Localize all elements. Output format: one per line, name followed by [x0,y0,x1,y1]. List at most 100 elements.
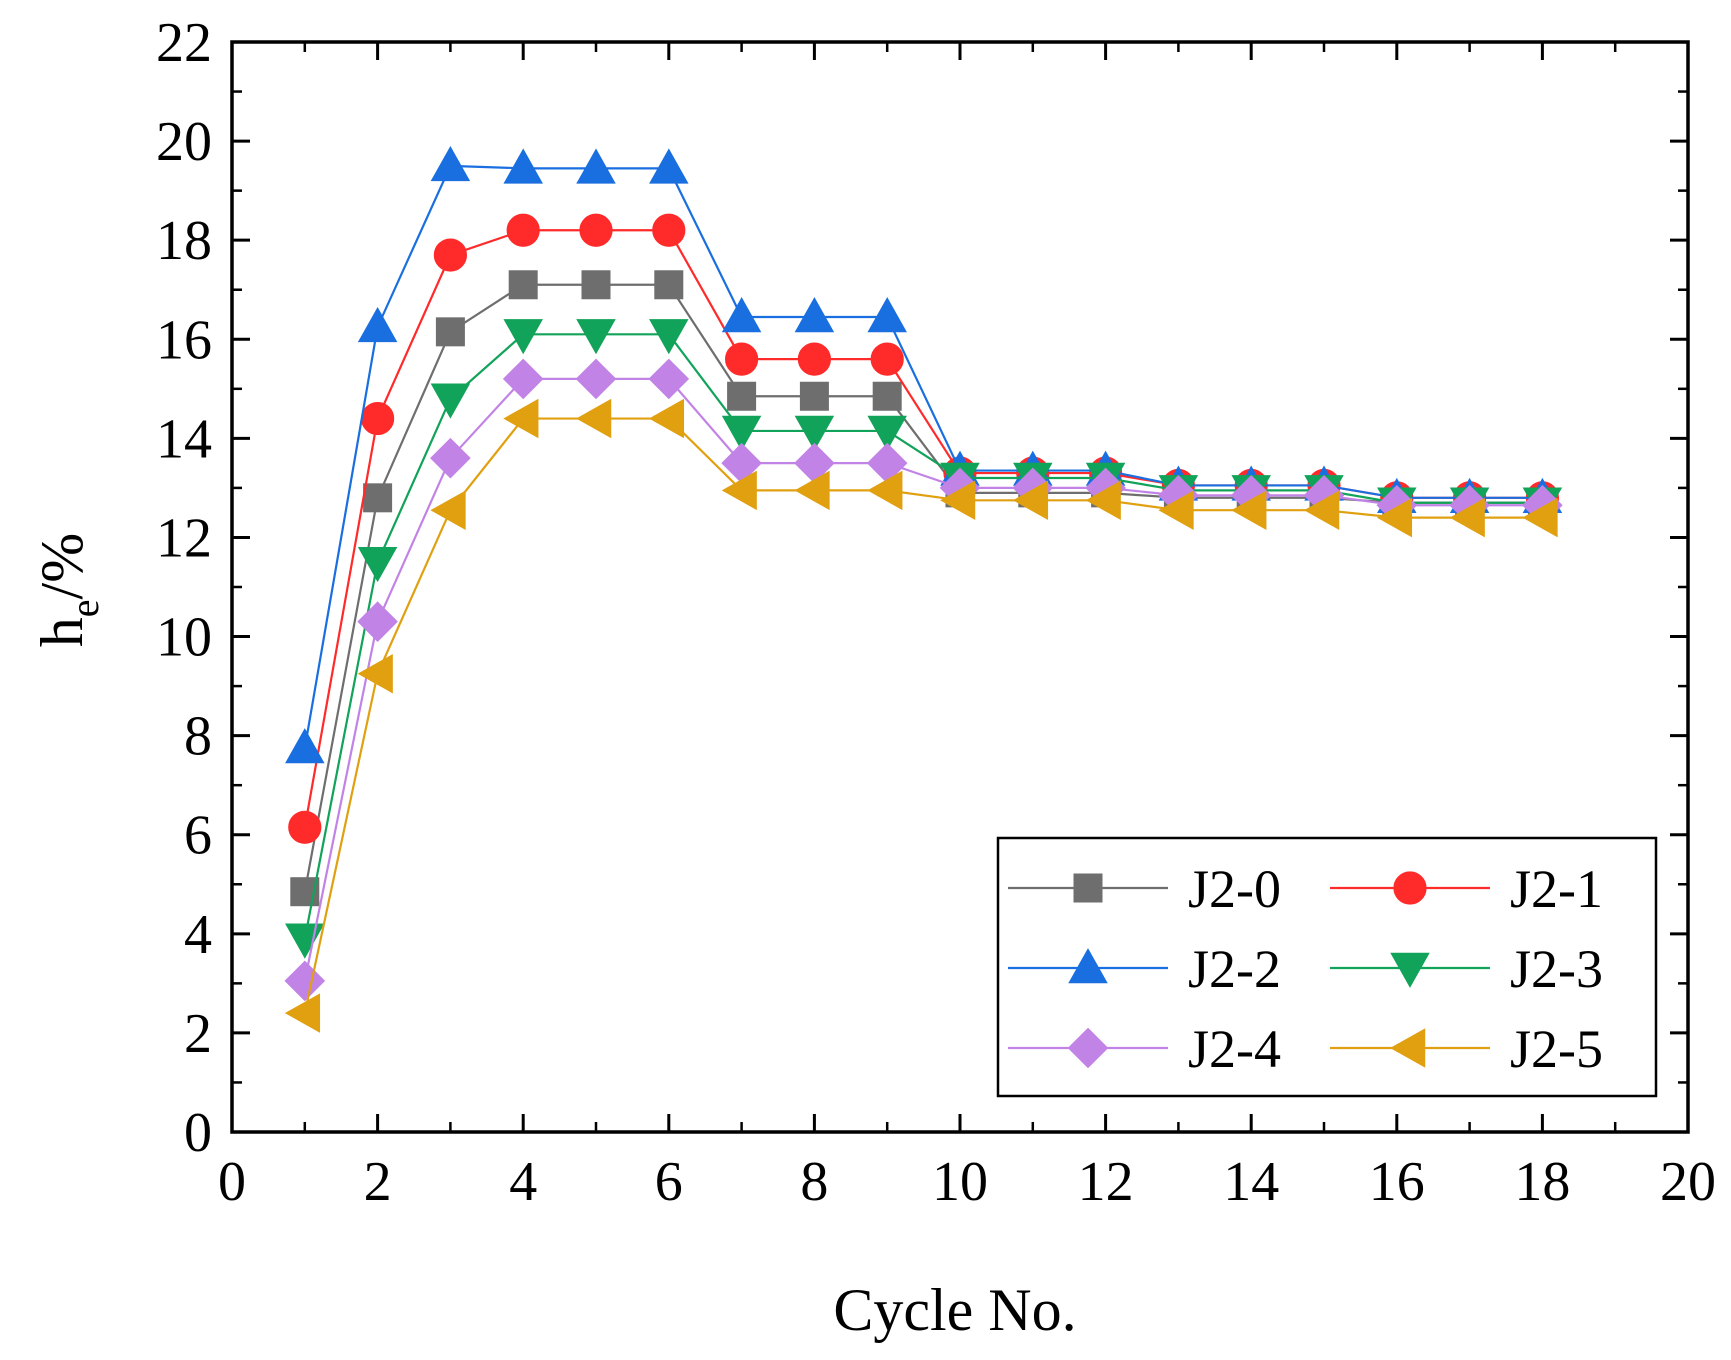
x-axis-title: Cycle No. [833,1277,1076,1343]
data-point-J2-5-4 [503,398,539,439]
data-point-J2-4-4 [502,358,544,400]
data-point-J2-5-8 [794,470,830,511]
legend-label: J2-2 [1188,939,1281,999]
x-tick-label: 6 [655,1151,683,1213]
data-point-J2-3-5 [576,319,616,355]
data-point-J2-5-5 [576,398,612,439]
x-tick-label: 20 [1660,1151,1716,1213]
data-point-J2-5-13 [1158,490,1194,530]
y-tick-label: 14 [156,408,212,470]
data-point-J2-1-9 [870,342,904,376]
data-point-J2-1-3 [433,238,467,272]
legend-marker-J2-3 [1390,952,1430,988]
y-tick-label: 6 [184,805,212,867]
data-point-J2-2-8 [794,297,835,333]
x-tick-label: 4 [509,1151,537,1213]
legend-marker-J2-0 [1073,873,1103,903]
legend-item-J2-3: J2-3 [1330,939,1603,999]
series-layer [284,145,1563,1033]
data-point-J2-4-5 [575,358,617,400]
data-point-J2-1-7 [725,342,759,376]
legend-marker-J2-4 [1067,1027,1109,1069]
data-point-J2-1-5 [579,213,613,247]
data-point-J2-2-4 [503,148,543,184]
legend-marker-J2-2 [1068,948,1108,984]
data-point-J2-0-5 [581,270,611,300]
legend-label: J2-3 [1510,939,1603,999]
data-point-J2-3-9 [867,415,907,451]
y-tick-label: 0 [184,1102,212,1164]
data-point-J2-5-11 [1012,480,1049,521]
data-point-J2-5-14 [1231,490,1267,530]
x-tick-label: 14 [1223,1151,1279,1213]
y-axis-title-main: h [29,617,95,647]
data-point-J2-1-2 [361,401,395,436]
data-point-J2-5-3 [430,490,466,530]
x-tick-label: 0 [218,1151,246,1213]
legend-label: J2-4 [1188,1019,1281,1079]
data-point-J2-1-8 [797,342,832,376]
legend-marker-J2-1 [1393,871,1427,905]
y-tick-label: 4 [184,904,212,966]
x-tick-label: 8 [800,1151,828,1213]
series-J2-5 [284,398,1558,1033]
legend-label: J2-0 [1188,859,1281,919]
data-point-J2-4-3 [430,437,471,479]
x-tick-label: 10 [932,1151,988,1213]
data-point-J2-5-2 [357,653,393,694]
data-point-J2-3-7 [721,415,762,451]
y-tick-label: 22 [156,12,212,74]
data-point-J2-2-9 [867,297,907,333]
legend-item-J2-5: J2-5 [1330,1019,1603,1079]
legend-item-J2-0: J2-0 [1008,859,1281,919]
x-tick-label: 12 [1078,1151,1134,1213]
data-point-J2-5-10 [940,480,976,521]
data-point-J2-5-12 [1085,480,1121,521]
y-tick-label: 18 [156,210,212,272]
legend-item-J2-2: J2-2 [1008,939,1281,999]
data-point-J2-5-1 [284,993,321,1033]
y-tick-label: 16 [156,309,212,371]
x-tick-label: 18 [1514,1151,1570,1213]
data-point-J2-0-7 [727,381,757,411]
data-point-J2-3-3 [430,383,471,419]
data-point-J2-4-2 [357,601,398,642]
y-tick-label: 10 [156,607,212,669]
data-point-J2-0-6 [654,270,684,300]
data-point-J2-2-7 [721,297,762,333]
y-tick-label: 20 [156,111,212,173]
data-point-J2-5-6 [648,398,685,439]
data-point-J2-1-4 [506,213,540,247]
data-point-J2-2-3 [430,145,471,182]
data-point-J2-5-16 [1376,497,1413,538]
data-point-J2-4-6 [648,358,690,400]
data-point-J2-0-4 [508,270,538,300]
data-point-J2-3-2 [357,546,398,583]
data-point-J2-2-5 [576,148,616,184]
legend-marker-J2-5 [1390,1028,1426,1068]
data-point-J2-5-7 [721,470,757,511]
x-tick-label: 2 [364,1151,392,1213]
data-point-J2-0-2 [363,483,393,513]
x-tick-label: 16 [1369,1151,1425,1213]
y-axis-title: he/% [29,533,107,647]
y-axis-title-subscript: e [62,599,107,617]
legend-item-J2-4: J2-4 [1008,1019,1281,1079]
data-point-J2-3-8 [794,415,835,451]
data-point-J2-5-18 [1522,497,1558,538]
data-point-J2-1-1 [288,810,322,844]
data-point-J2-1-6 [652,213,686,247]
y-tick-label: 8 [184,706,212,768]
data-point-J2-4-1 [284,960,326,1002]
data-point-J2-2-2 [357,306,398,343]
y-axis-title-suffix: /% [29,533,95,600]
y-tick-label: 12 [156,507,212,569]
data-point-J2-3-4 [503,319,543,355]
data-point-J2-5-9 [867,470,903,511]
data-point-J2-2-6 [649,148,689,184]
legend-label: J2-1 [1510,859,1603,919]
legend-label: J2-5 [1510,1019,1603,1079]
data-point-J2-5-17 [1449,497,1485,538]
data-point-J2-0-9 [872,381,902,411]
